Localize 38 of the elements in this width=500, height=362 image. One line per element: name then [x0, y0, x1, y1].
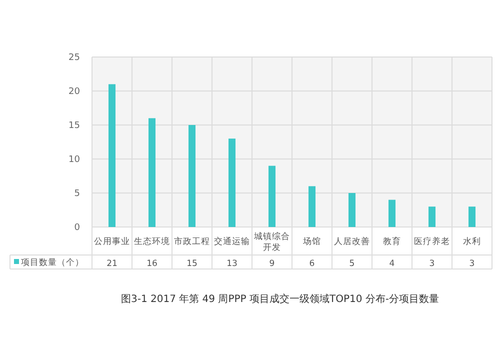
y-tick-label: 5: [74, 189, 80, 199]
bar: [308, 186, 316, 227]
x-tick-label: 公用事业: [94, 236, 130, 247]
legend-label: 项目数量（个）: [21, 257, 84, 268]
x-tick-label: 城镇综合开发: [253, 231, 290, 253]
data-label: 15: [186, 259, 198, 269]
x-tick-label: 医疗养老: [414, 236, 450, 247]
x-tick-label: 场馆: [302, 236, 321, 247]
bar: [348, 193, 356, 227]
bar: [228, 138, 236, 227]
x-tick-label: 交通运输: [214, 236, 250, 247]
y-tick-label: 25: [68, 53, 80, 63]
bar: [188, 125, 196, 227]
bar: [468, 206, 476, 227]
data-label: 3: [469, 259, 475, 269]
y-tick-label: 10: [68, 155, 80, 165]
data-label: 5: [349, 259, 355, 269]
x-tick-label: 水利: [463, 236, 481, 247]
bar: [388, 200, 396, 227]
x-tick-label: 教育: [383, 236, 401, 247]
bar: [268, 166, 276, 227]
bar: [148, 118, 156, 227]
data-label: 16: [146, 259, 158, 269]
x-tick-label: 生态环境: [134, 236, 170, 247]
bar: [108, 84, 116, 227]
data-label: 9: [269, 259, 275, 269]
data-label: 4: [389, 259, 395, 269]
y-tick-label: 0: [74, 223, 80, 233]
y-tick-label: 20: [68, 87, 80, 97]
x-tick-label: 人居改善: [334, 236, 370, 247]
bar: [428, 206, 436, 227]
caption: 图3-1 2017 年第 49 周PPP 项目成交一级领域TOP10 分布-分项目数量: [120, 293, 440, 305]
data-label: 13: [226, 259, 238, 269]
data-label: 6: [309, 259, 315, 269]
y-tick-label: 15: [68, 121, 80, 131]
data-label: 21: [106, 259, 118, 269]
data-label: 3: [429, 259, 435, 269]
x-tick-label: 市政工程: [174, 236, 210, 247]
